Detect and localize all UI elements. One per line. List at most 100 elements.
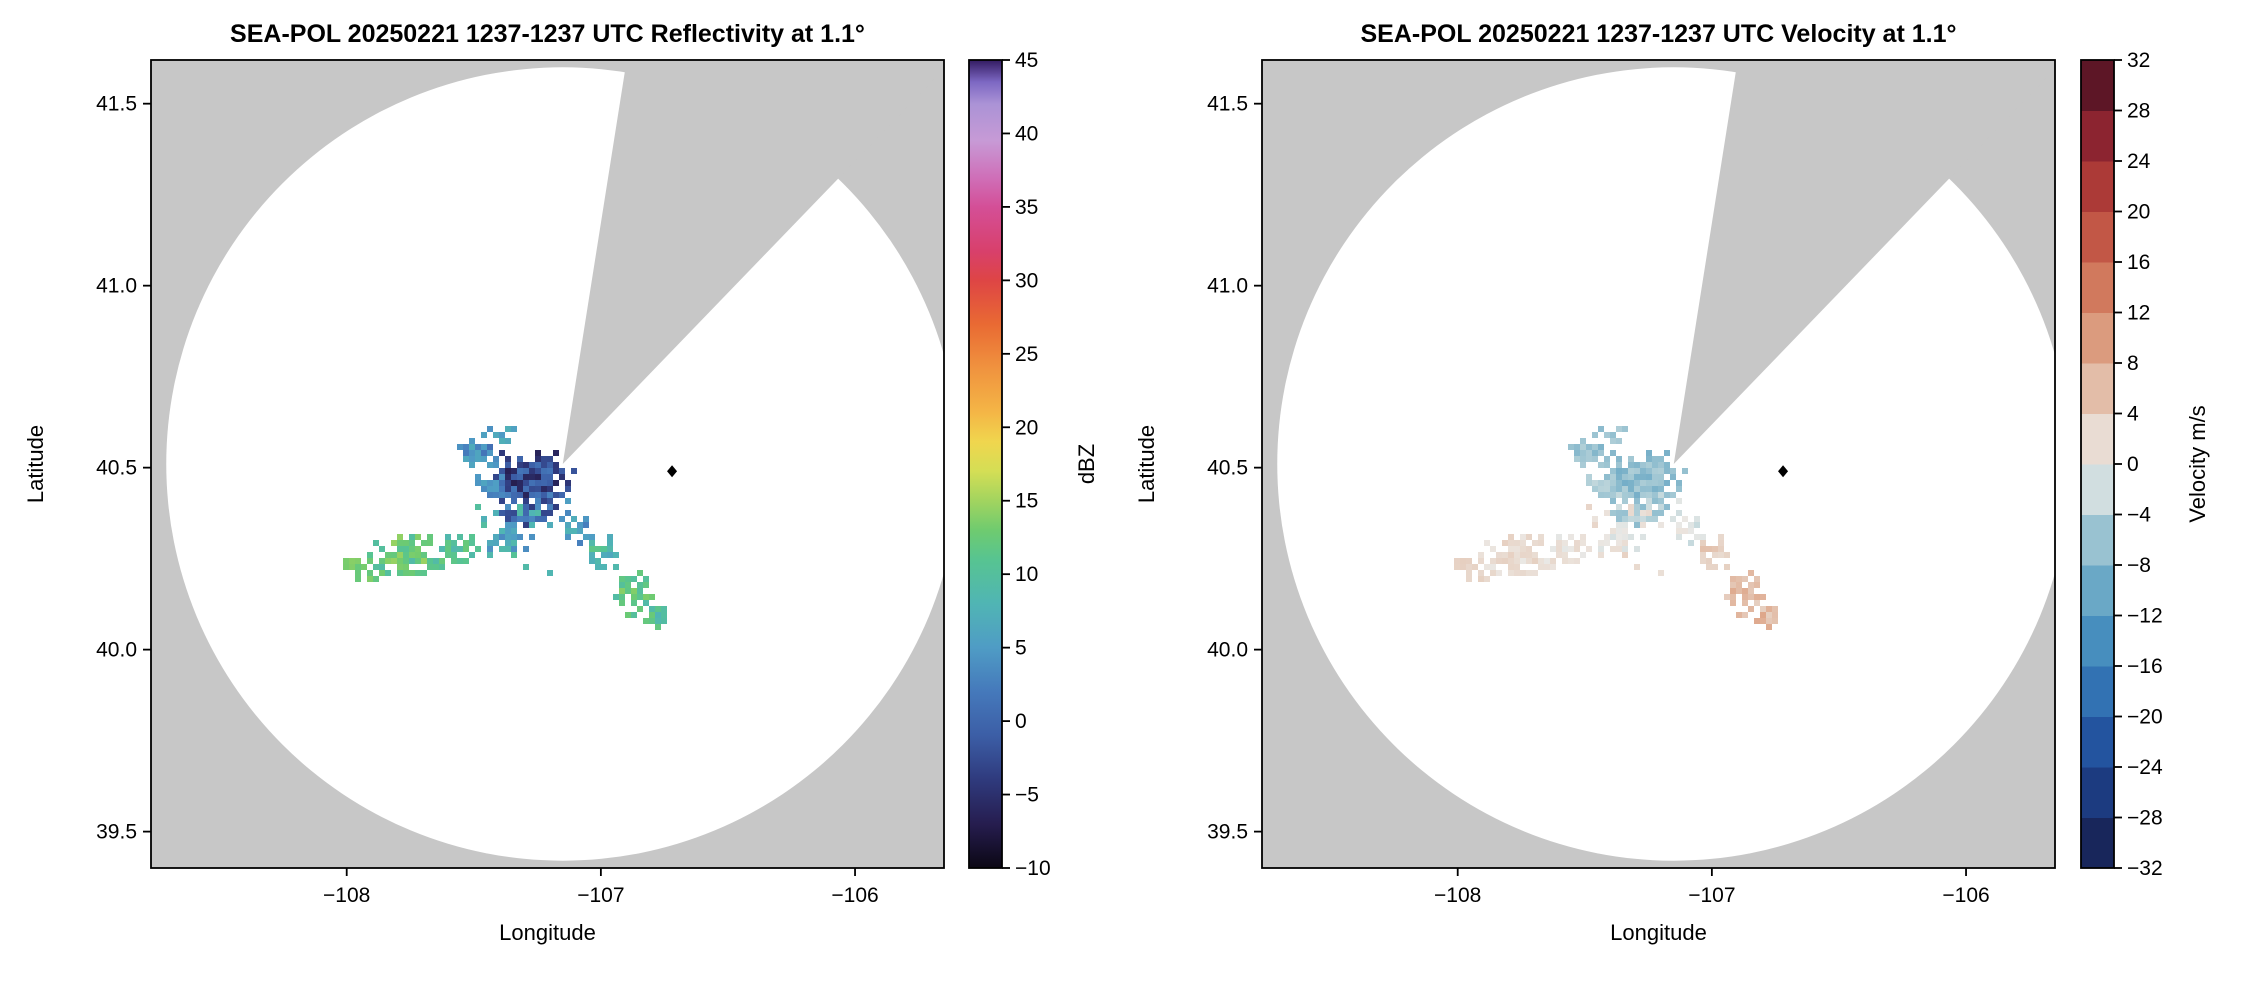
colorbar-tick-label: 0	[1015, 710, 1027, 733]
echo-cell	[385, 558, 391, 564]
echo-cell	[1652, 510, 1658, 516]
echo-cell	[547, 462, 553, 468]
echo-cell	[1634, 474, 1640, 480]
echo-cell	[1610, 528, 1616, 534]
colorbar-tick-label: 30	[1015, 269, 1038, 292]
echo-cell	[1640, 462, 1646, 468]
velocity-xaxis-label: Longitude	[1610, 920, 1707, 945]
echo-cell	[505, 504, 511, 510]
echo-cell	[1604, 456, 1610, 462]
echo-cell	[1466, 558, 1472, 564]
echo-cell	[1670, 468, 1676, 474]
echo-cell	[1652, 516, 1658, 522]
x-tick-label: −108	[323, 884, 370, 907]
echo-cell	[517, 534, 523, 540]
echo-cell	[1646, 468, 1652, 474]
echo-cell	[463, 546, 469, 552]
echo-cell	[1748, 570, 1754, 576]
echo-cell	[505, 456, 511, 462]
colorbar-tick-label: 25	[1015, 343, 1038, 366]
echo-cell	[1574, 546, 1580, 552]
y-tick-label: 41.0	[96, 275, 137, 298]
echo-cell	[1628, 492, 1634, 498]
echo-cell	[1628, 456, 1634, 462]
echo-cell	[427, 534, 433, 540]
echo-cell	[535, 474, 541, 480]
echo-cell	[1622, 486, 1628, 492]
echo-cell	[1676, 486, 1682, 492]
echo-cell	[451, 540, 457, 546]
echo-cell	[1676, 528, 1682, 534]
echo-cell	[553, 504, 559, 510]
echo-cell	[1682, 528, 1688, 534]
echo-cell	[499, 528, 505, 534]
echo-cell	[1592, 516, 1598, 522]
echo-cell	[541, 474, 547, 480]
echo-cell	[1616, 504, 1622, 510]
echo-cell	[1496, 558, 1502, 564]
echo-cell	[1736, 576, 1742, 582]
echo-cell	[1646, 456, 1652, 462]
echo-cell	[643, 582, 649, 588]
echo-cell	[445, 552, 451, 558]
echo-cell	[463, 558, 469, 564]
echo-cell	[391, 540, 397, 546]
echo-cell	[1760, 612, 1766, 618]
echo-cell	[415, 534, 421, 540]
echo-cell	[1700, 534, 1706, 540]
echo-cell	[655, 618, 661, 624]
colorbar-band	[2081, 514, 2114, 566]
echo-cell	[493, 510, 499, 516]
echo-cell	[1640, 480, 1646, 486]
echo-cell	[625, 582, 631, 588]
echo-cell	[1622, 546, 1628, 552]
echo-cell	[505, 510, 511, 516]
echo-cell	[1694, 534, 1700, 540]
colorbar-tick-label: −24	[2127, 756, 2163, 779]
echo-cell	[499, 468, 505, 474]
echo-cell	[643, 576, 649, 582]
echo-cell	[589, 540, 595, 546]
echo-cell	[1520, 558, 1526, 564]
echo-cell	[1616, 516, 1622, 522]
echo-cell	[1454, 564, 1460, 570]
echo-cell	[1526, 552, 1532, 558]
echo-cell	[367, 552, 373, 558]
echo-cell	[433, 564, 439, 570]
reflectivity-colorbar-label: dBZ	[1074, 443, 1099, 485]
radar-coverage-circle	[166, 67, 944, 861]
echo-cell	[1580, 552, 1586, 558]
echo-cell	[661, 618, 667, 624]
echo-cell	[1604, 462, 1610, 468]
echo-cell	[409, 558, 415, 564]
echo-cell	[565, 498, 571, 504]
echo-cell	[481, 516, 487, 522]
echo-cell	[1676, 522, 1682, 528]
reflectivity-yaxis-label: Latitude	[23, 424, 48, 504]
echo-cell	[1640, 474, 1646, 480]
colorbar-tick-label: 12	[2127, 302, 2150, 325]
echo-cell	[403, 558, 409, 564]
echo-cell	[397, 546, 403, 552]
echo-cell	[1634, 480, 1640, 486]
echo-cell	[1592, 444, 1598, 450]
x-tick-label: −108	[1434, 884, 1481, 907]
echo-cell	[487, 546, 493, 552]
echo-cell	[469, 540, 475, 546]
echo-cell	[1658, 492, 1664, 498]
echo-cell	[1640, 522, 1646, 528]
echo-cell	[535, 504, 541, 510]
echo-cell	[1622, 552, 1628, 558]
colorbar-tick-label: 0	[2127, 453, 2139, 476]
echo-cell	[1604, 492, 1610, 498]
echo-cell	[481, 456, 487, 462]
echo-cell	[547, 468, 553, 474]
echo-cell	[535, 498, 541, 504]
echo-cell	[1658, 462, 1664, 468]
site-marker	[1778, 465, 1789, 478]
echo-cell	[517, 474, 523, 480]
echo-cell	[403, 546, 409, 552]
echo-cell	[355, 570, 361, 576]
echo-cell	[1652, 486, 1658, 492]
